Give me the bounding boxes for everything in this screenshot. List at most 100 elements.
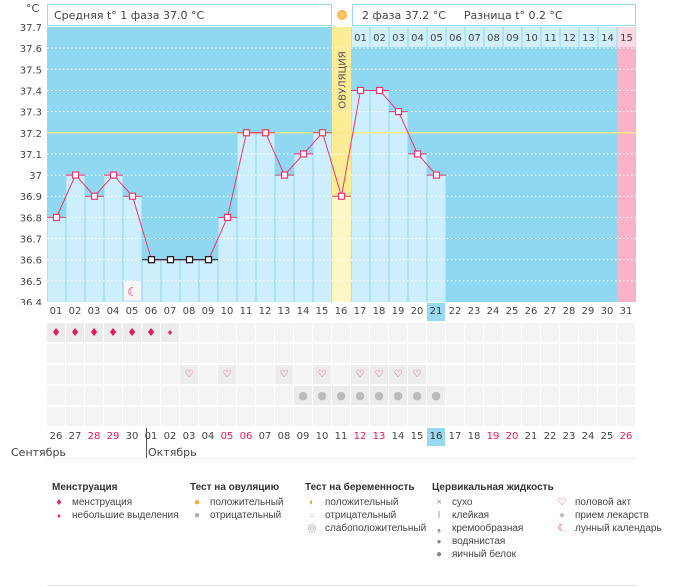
day-cell[interactable]: ●: [389, 386, 407, 405]
day-cell[interactable]: [446, 386, 464, 405]
calendar-date[interactable]: 15: [410, 431, 424, 442]
day-cell[interactable]: [104, 365, 122, 384]
day-cell[interactable]: [351, 344, 369, 363]
day-cell[interactable]: [541, 386, 559, 405]
day-cell[interactable]: [560, 365, 578, 384]
day-cell[interactable]: [541, 323, 559, 342]
calendar-date[interactable]: 13: [372, 431, 386, 442]
day-cell[interactable]: [427, 365, 445, 384]
day-cell[interactable]: [256, 386, 274, 405]
day-cell[interactable]: [275, 386, 293, 405]
day-cell[interactable]: [446, 365, 464, 384]
day-cell[interactable]: [237, 344, 255, 363]
day-cell[interactable]: [503, 344, 521, 363]
calendar-date[interactable]: 27: [68, 431, 82, 442]
day-cell[interactable]: [617, 323, 635, 342]
day-cell[interactable]: [180, 323, 198, 342]
day-cell[interactable]: [66, 407, 84, 426]
day-cell[interactable]: [598, 344, 616, 363]
day-cell[interactable]: [446, 344, 464, 363]
day-cell[interactable]: [484, 365, 502, 384]
day-cell[interactable]: [66, 344, 84, 363]
day-cell[interactable]: [522, 323, 540, 342]
day-cell[interactable]: [465, 365, 483, 384]
day-cell[interactable]: [560, 344, 578, 363]
day-cell[interactable]: [85, 365, 103, 384]
day-cell[interactable]: [617, 344, 635, 363]
day-cell[interactable]: [142, 365, 160, 384]
day-cell[interactable]: [560, 323, 578, 342]
day-cell[interactable]: [218, 344, 236, 363]
day-cell[interactable]: [199, 344, 217, 363]
day-cell[interactable]: [104, 407, 122, 426]
day-cell[interactable]: [313, 323, 331, 342]
day-cell[interactable]: [85, 386, 103, 405]
day-cell[interactable]: [237, 386, 255, 405]
day-cell[interactable]: [503, 386, 521, 405]
day-cell[interactable]: [560, 386, 578, 405]
day-cell[interactable]: [256, 407, 274, 426]
calendar-date[interactable]: 26: [49, 431, 63, 442]
calendar-date[interactable]: 12: [353, 431, 367, 442]
day-cell[interactable]: [294, 344, 312, 363]
day-cell[interactable]: [522, 407, 540, 426]
day-cell[interactable]: [237, 323, 255, 342]
calendar-date[interactable]: 18: [467, 431, 481, 442]
day-cell[interactable]: [104, 386, 122, 405]
day-cell[interactable]: ●: [427, 386, 445, 405]
day-cell[interactable]: [218, 323, 236, 342]
day-cell[interactable]: [465, 323, 483, 342]
day-cell[interactable]: [332, 365, 350, 384]
day-cell[interactable]: [161, 386, 179, 405]
calendar-date[interactable]: 14: [391, 431, 405, 442]
day-cell[interactable]: [389, 323, 407, 342]
day-cell[interactable]: [161, 407, 179, 426]
calendar-date[interactable]: 09: [296, 431, 310, 442]
day-cell[interactable]: [465, 344, 483, 363]
day-cell[interactable]: ♦: [85, 323, 103, 342]
day-cell[interactable]: [579, 386, 597, 405]
calendar-date[interactable]: 02: [163, 431, 177, 442]
day-cell[interactable]: [617, 386, 635, 405]
day-cell[interactable]: [598, 323, 616, 342]
day-cell[interactable]: ●: [370, 386, 388, 405]
day-cell[interactable]: [351, 323, 369, 342]
day-cell[interactable]: [579, 365, 597, 384]
calendar-date[interactable]: 19: [486, 431, 500, 442]
day-cell[interactable]: [66, 386, 84, 405]
day-cell[interactable]: [617, 365, 635, 384]
day-cell[interactable]: [313, 407, 331, 426]
day-cell[interactable]: [598, 386, 616, 405]
day-cell[interactable]: [199, 323, 217, 342]
day-cell[interactable]: [370, 323, 388, 342]
day-cell[interactable]: [180, 344, 198, 363]
day-cell[interactable]: [503, 323, 521, 342]
day-cell[interactable]: ♡: [408, 365, 426, 384]
day-cell[interactable]: ♦: [66, 323, 84, 342]
calendar-date[interactable]: 29: [106, 431, 120, 442]
day-cell[interactable]: [427, 323, 445, 342]
day-cell[interactable]: ♡: [218, 365, 236, 384]
day-cell[interactable]: [332, 344, 350, 363]
day-cell[interactable]: [446, 407, 464, 426]
day-cell[interactable]: [408, 344, 426, 363]
day-cell[interactable]: [560, 407, 578, 426]
day-cell[interactable]: [275, 344, 293, 363]
day-cell[interactable]: [332, 323, 350, 342]
day-cell[interactable]: [123, 407, 141, 426]
day-cell[interactable]: [256, 323, 274, 342]
calendar-date[interactable]: 11: [334, 431, 348, 442]
day-cell[interactable]: [370, 407, 388, 426]
day-cell[interactable]: [47, 365, 65, 384]
calendar-date[interactable]: 26: [619, 431, 633, 442]
calendar-date[interactable]: 01: [144, 431, 158, 442]
day-cell[interactable]: ♡: [275, 365, 293, 384]
day-cell[interactable]: [47, 344, 65, 363]
day-cell[interactable]: [484, 386, 502, 405]
day-cell[interactable]: [275, 407, 293, 426]
day-cell[interactable]: [598, 365, 616, 384]
day-cell[interactable]: [484, 407, 502, 426]
calendar-date[interactable]: 16: [427, 428, 445, 446]
day-cell[interactable]: [465, 407, 483, 426]
day-cell[interactable]: [446, 323, 464, 342]
